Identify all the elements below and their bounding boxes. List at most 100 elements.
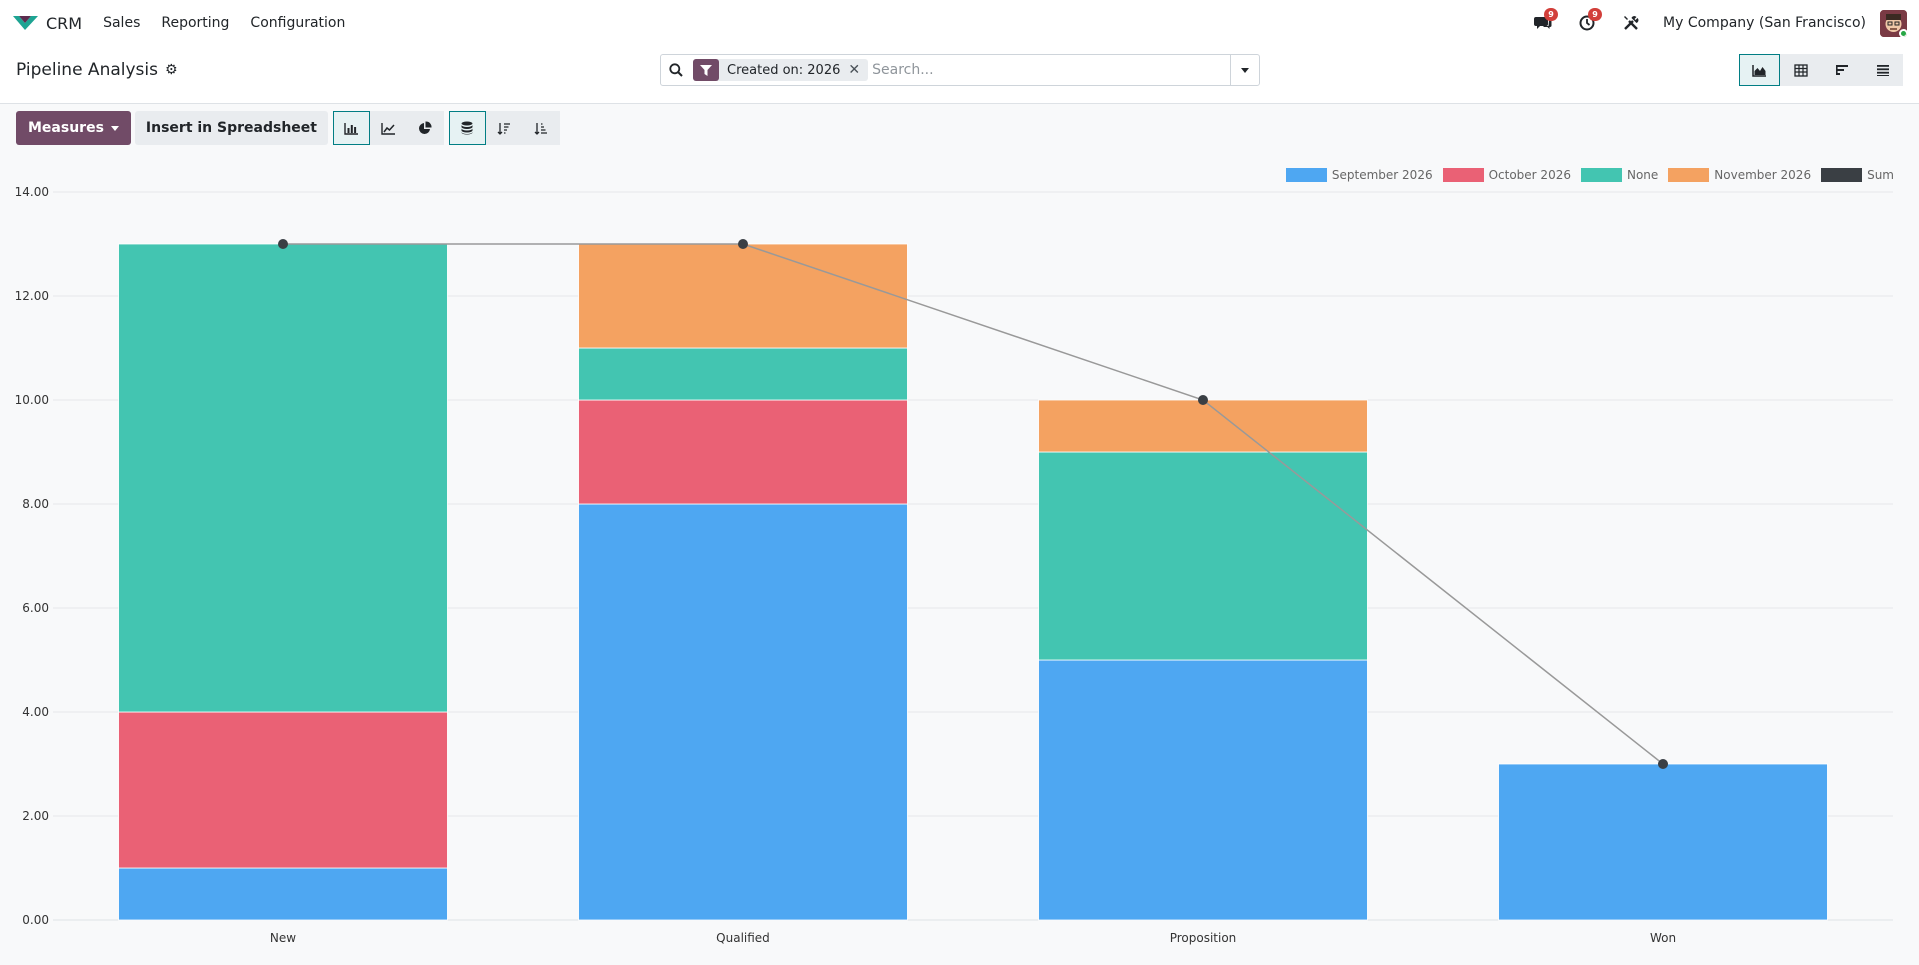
activities-button[interactable]: 9 bbox=[1575, 8, 1603, 35]
bar-segment bbox=[118, 711, 448, 869]
graph-view-button[interactable] bbox=[1739, 54, 1780, 86]
search-options-toggle[interactable] bbox=[1230, 55, 1259, 85]
insert-in-spreadsheet-button[interactable]: Insert in Spreadsheet bbox=[134, 111, 328, 145]
bar-segment bbox=[578, 503, 908, 921]
messages-badge: 9 bbox=[1544, 8, 1559, 21]
table-icon bbox=[1793, 63, 1808, 77]
y-tick-label: 6.00 bbox=[22, 601, 49, 615]
list-view-button[interactable] bbox=[1862, 54, 1903, 86]
sum-line bbox=[283, 243, 1664, 765]
caret-down-icon bbox=[1241, 67, 1249, 73]
tools-icon bbox=[1624, 16, 1639, 30]
bar-segment bbox=[1038, 399, 1368, 453]
legend-swatch bbox=[1668, 168, 1710, 182]
search-input[interactable] bbox=[872, 62, 1230, 78]
bar-segment bbox=[118, 243, 448, 713]
debug-tools-button[interactable] bbox=[1619, 11, 1643, 35]
legend-label: September 2026 bbox=[1331, 168, 1433, 182]
chart-type-group bbox=[332, 111, 444, 145]
filter-facet-label: Created on: 2026 bbox=[727, 62, 841, 78]
legend-item[interactable]: October 2026 bbox=[1442, 168, 1571, 182]
filter-icon bbox=[693, 59, 719, 81]
x-tick-label: New bbox=[270, 931, 296, 945]
sort-descending-icon bbox=[498, 122, 511, 135]
company-switcher[interactable]: My Company (San Francisco) bbox=[1663, 15, 1866, 31]
x-tick-label: Won bbox=[1650, 931, 1676, 945]
legend-label: None bbox=[1626, 168, 1659, 182]
y-tick-label: 2.00 bbox=[22, 809, 49, 823]
y-tick-label: 12.00 bbox=[15, 289, 49, 303]
legend-item[interactable]: None bbox=[1580, 168, 1659, 182]
sum-point bbox=[1658, 759, 1668, 769]
legend-label: November 2026 bbox=[1714, 168, 1812, 182]
legend-swatch bbox=[1285, 168, 1327, 182]
line-chart-button[interactable] bbox=[369, 111, 407, 145]
bar-segment bbox=[578, 243, 908, 349]
y-tick-label: 0.00 bbox=[22, 913, 49, 927]
measures-dropdown[interactable]: Measures bbox=[16, 111, 131, 145]
legend-label: October 2026 bbox=[1488, 168, 1571, 182]
pivot-view-button[interactable] bbox=[1780, 54, 1821, 86]
measures-label: Measures bbox=[28, 120, 104, 136]
bars-sorted-icon bbox=[1835, 65, 1848, 75]
chart-options-group bbox=[448, 111, 560, 145]
legend-item[interactable]: November 2026 bbox=[1668, 168, 1811, 182]
bar-segment bbox=[1498, 763, 1828, 921]
user-avatar[interactable] bbox=[1880, 9, 1907, 37]
search-icon[interactable] bbox=[661, 63, 691, 77]
y-tick-label: 8.00 bbox=[22, 497, 49, 511]
clock-icon bbox=[1579, 15, 1595, 31]
top-navbar: CRM Sales Reporting Configuration 9 9 bbox=[0, 0, 1919, 46]
line-chart-icon bbox=[381, 122, 395, 135]
bar-chart-icon bbox=[344, 122, 358, 135]
graph-area: 0.00 2.00 4.00 6.00 8.00 10.00 12.00 14.00 New Qu… bbox=[0, 150, 1919, 965]
insert-spreadsheet-label: Insert in Spreadsheet bbox=[145, 120, 317, 136]
menu-configuration[interactable]: Configuration bbox=[250, 15, 346, 31]
stacked-bar-chart: 0.00 2.00 4.00 6.00 8.00 10.00 12.00 14.00 New Qu… bbox=[15, 185, 1893, 945]
pie-chart-button[interactable] bbox=[406, 111, 444, 145]
legend-swatch bbox=[1442, 168, 1484, 182]
x-tick-label: Proposition bbox=[1170, 931, 1237, 945]
view-switcher bbox=[1739, 54, 1903, 86]
control-panel: Pipeline Analysis ⚙ Created on: 2026 ✕ bbox=[0, 46, 1919, 104]
legend-swatch bbox=[1821, 168, 1863, 182]
legend-item[interactable]: September 2026 bbox=[1285, 168, 1433, 182]
legend-swatch bbox=[1580, 168, 1622, 182]
y-tick-label: 10.00 bbox=[15, 393, 49, 407]
online-status-dot bbox=[1899, 28, 1907, 37]
pie-chart-icon bbox=[419, 121, 433, 134]
systray: 9 9 My Company (San Francisco) bbox=[1531, 0, 1919, 46]
sort-ascending-icon bbox=[535, 122, 548, 135]
sum-point bbox=[1198, 395, 1208, 405]
sum-point bbox=[738, 239, 748, 249]
bar-segment bbox=[1038, 451, 1368, 661]
x-tick-label: Qualified bbox=[716, 931, 770, 945]
chat-icon bbox=[1534, 17, 1552, 29]
search-bar: Created on: 2026 ✕ bbox=[660, 54, 1260, 86]
bar-segment bbox=[118, 867, 448, 921]
caret-down-icon bbox=[110, 125, 119, 131]
app-name: CRM bbox=[46, 13, 83, 33]
sort-ascending-button[interactable] bbox=[522, 111, 560, 145]
menu-reporting[interactable]: Reporting bbox=[161, 15, 230, 31]
stacked-toggle-button[interactable] bbox=[448, 111, 486, 145]
chart-legend: September 2026 October 2026 None November 2… bbox=[1276, 168, 1894, 182]
messages-button[interactable]: 9 bbox=[1531, 8, 1559, 35]
legend-item[interactable]: Sum bbox=[1821, 168, 1894, 182]
page-title: Pipeline Analysis bbox=[16, 60, 158, 80]
app-brand[interactable]: CRM bbox=[12, 14, 82, 33]
crm-logo-icon bbox=[13, 16, 38, 30]
database-stack-icon bbox=[461, 121, 473, 135]
cohort-view-button[interactable] bbox=[1821, 54, 1862, 86]
bar-chart-button[interactable] bbox=[332, 111, 370, 145]
bar-segment bbox=[1038, 659, 1368, 921]
y-tick-label: 4.00 bbox=[22, 705, 49, 719]
gear-icon[interactable]: ⚙ bbox=[164, 62, 178, 78]
filter-facet: Created on: 2026 ✕ bbox=[693, 59, 869, 81]
sort-descending-button[interactable] bbox=[485, 111, 523, 145]
bar-segment bbox=[578, 347, 908, 401]
graph-toolbar: Measures Insert in Spreadsheet bbox=[16, 111, 560, 145]
menu-sales[interactable]: Sales bbox=[103, 15, 141, 31]
area-chart-icon bbox=[1752, 64, 1766, 77]
remove-facet-icon[interactable]: ✕ bbox=[848, 62, 861, 78]
